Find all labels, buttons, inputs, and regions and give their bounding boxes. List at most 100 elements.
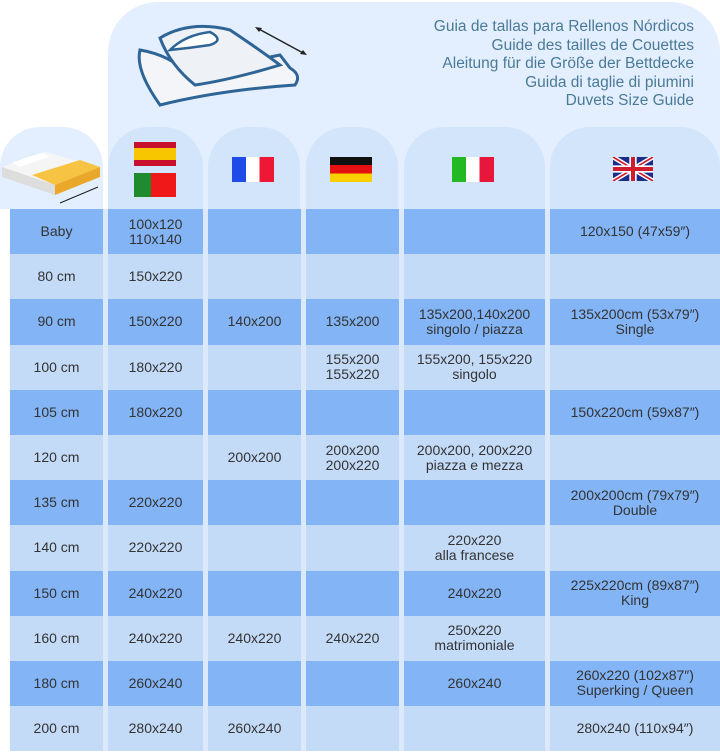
cell-it: 220x220 alla francese	[404, 525, 550, 571]
cell-line: 240x220	[227, 629, 282, 646]
cell-es: 180x220	[108, 344, 208, 390]
cell-line: 240x220	[128, 629, 183, 646]
size-label: 90 cm	[10, 299, 108, 345]
cell-fr	[208, 389, 306, 435]
title-es: Guia de tallas para Rellenos Nórdicos	[433, 18, 694, 35]
cell-fr: 140x200	[208, 299, 306, 345]
cell-uk	[550, 254, 720, 300]
cell-it	[404, 706, 550, 752]
cell-fr: 260x240	[208, 706, 306, 752]
cell-line: 155x200	[325, 351, 380, 368]
cell-fr	[208, 570, 306, 616]
cell-fr	[208, 344, 306, 390]
cell-line: singolo	[452, 366, 497, 383]
spain-flag-icon	[134, 142, 176, 166]
table-row: 160 cm 240x220 240x220 240x220 250x220 matrim…	[10, 615, 720, 661]
table-row: 135 cm 220x220 200x200cm (79x79″) Double	[10, 480, 720, 526]
cell-line: Single	[615, 320, 655, 337]
cell-line: 240x220	[128, 584, 183, 601]
table-row: 90 cm 150x220 140x200 135x200 135x200,140x20…	[10, 299, 720, 345]
size-label: 135 cm	[10, 480, 108, 526]
cell-fr: 240x220	[208, 615, 306, 661]
cell-de	[306, 525, 404, 571]
cell-it	[404, 209, 550, 255]
table-row: 180 cm 260x240 260x240 260x220 (102x87″) Sup…	[10, 660, 720, 707]
size-label: Baby	[10, 209, 108, 255]
cell-line: 155x200, 155x220	[416, 351, 533, 368]
cell-uk: 200x200cm (79x79″) Double	[550, 480, 720, 526]
portugal-flag-icon	[134, 173, 176, 197]
cell-it	[404, 480, 550, 526]
cell-fr: 200x200	[208, 434, 306, 481]
cell-line: 200x200, 200x220	[416, 441, 533, 458]
cell-it	[404, 254, 550, 300]
title-en: Duvets Size Guide	[565, 92, 694, 109]
cell-de	[306, 480, 404, 526]
cell-uk	[550, 344, 720, 390]
cell-it	[404, 389, 550, 435]
cell-uk	[550, 434, 720, 481]
duvet-icon	[137, 24, 307, 107]
cell-uk: 260x220 (102x87″) Superking / Queen	[550, 660, 720, 707]
cell-line: 200x200	[325, 441, 380, 458]
cell-es: 260x240	[108, 660, 208, 707]
cell-line: King	[620, 592, 650, 609]
cell-line: 260x240	[128, 674, 183, 691]
cell-fr	[208, 525, 306, 571]
cell-uk: 225x220cm (89x87″) King	[550, 570, 720, 616]
column-spain-portugal	[108, 127, 203, 209]
cell-line: 220x220	[128, 539, 183, 556]
cell-line: 135x200cm (53x79″)	[570, 305, 700, 322]
cell-line: singolo / piazza	[426, 320, 523, 337]
title-block: Guia de tallas para Rellenos Nórdicos Gu…	[434, 18, 694, 111]
cell-line: alla francese	[434, 546, 515, 563]
table-row: 150 cm 240x220 240x220 225x220cm (89x87″) Ki…	[10, 570, 720, 616]
cell-line: 200x200cm (79x79″)	[570, 486, 700, 503]
size-label: 140 cm	[10, 525, 108, 571]
cell-line: 150x220cm (59x87″)	[570, 403, 700, 420]
cell-line: piazza e mezza	[425, 456, 524, 473]
size-label: 120 cm	[10, 434, 108, 481]
cell-line: 220x220	[128, 494, 183, 511]
germany-flag-icon	[330, 157, 372, 182]
table-row: 200 cm 280x240 260x240 280x240 (110x94″)	[10, 706, 720, 752]
column-france	[208, 127, 300, 209]
uk-flag-icon	[612, 157, 654, 181]
cell-line: 110x140	[129, 230, 182, 247]
cell-line: 180x220	[128, 403, 183, 420]
table-row: 105 cm 180x220 150x220cm (59x87″)	[10, 389, 720, 435]
cell-line: 135x200,140x200	[418, 305, 531, 322]
france-flag-icon	[232, 157, 274, 182]
cell-uk: 135x200cm (53x79″) Single	[550, 299, 720, 345]
bed-icon	[2, 152, 100, 204]
column-germany	[306, 127, 398, 209]
cell-de	[306, 254, 404, 300]
table-row: 140 cm 220x220 220x220 alla francese	[10, 525, 720, 571]
cell-de	[306, 706, 404, 752]
cell-line: 240x220	[447, 584, 502, 601]
cell-fr	[208, 480, 306, 526]
cell-line: 100x120	[128, 215, 183, 232]
cell-line: 250x220	[447, 622, 502, 639]
cell-line: 150x220	[128, 313, 183, 330]
table-row: 120 cm 200x200 200x200 200x220 200x200, 200x…	[10, 434, 720, 481]
cell-es: 150x220	[108, 254, 208, 300]
bed-header	[0, 127, 103, 209]
cell-it: 260x240	[404, 660, 550, 707]
cell-uk	[550, 525, 720, 571]
cell-es: 100x120 110x140	[108, 209, 208, 255]
cell-de	[306, 570, 404, 616]
size-label: 105 cm	[10, 389, 108, 435]
cell-fr	[208, 254, 306, 300]
cell-es: 180x220	[108, 389, 208, 435]
cell-it: 200x200, 200x220 piazza e mezza	[404, 434, 550, 481]
cell-uk	[550, 615, 720, 661]
cell-it: 155x200, 155x220 singolo	[404, 344, 550, 390]
title-it: Guida di taglie di piumini	[525, 73, 694, 91]
table-row: Baby 100x120 110x140 120x150 (47x59″)	[10, 209, 720, 255]
size-label: 100 cm	[10, 344, 108, 390]
cell-de: 155x200 155x220	[306, 344, 404, 390]
size-label: 80 cm	[10, 254, 108, 300]
size-label: 150 cm	[10, 570, 108, 616]
cell-uk: 120x150 (47x59″)	[550, 209, 720, 255]
